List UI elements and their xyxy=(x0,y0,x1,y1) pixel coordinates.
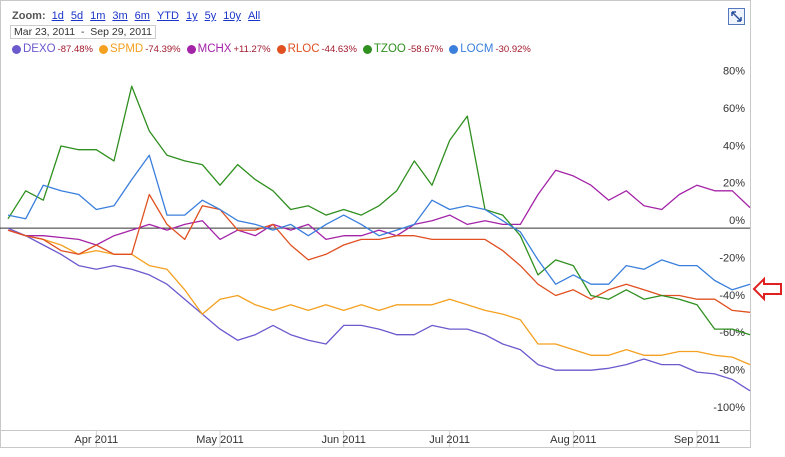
zoom-bar: Zoom: 1d 5d 1m 3m 6m YTD 1y 5y 10y All xyxy=(12,10,267,22)
legend-change: +11.27% xyxy=(233,43,271,55)
series-line xyxy=(7,227,751,392)
legend-name: SPMD xyxy=(109,43,144,55)
y-tick-label: -100% xyxy=(713,402,745,414)
legend-item[interactable]: RLOC -44.63% xyxy=(276,43,357,55)
zoom-option[interactable]: 3m xyxy=(112,10,128,22)
zoom-option[interactable]: 6m xyxy=(134,10,150,22)
legend-dot xyxy=(362,44,372,54)
y-tick-label: 40% xyxy=(723,140,745,152)
y-tick-label: 0% xyxy=(729,215,745,227)
legend-item[interactable]: MCHX +11.27% xyxy=(186,43,271,55)
y-tick-label: -60% xyxy=(719,327,745,339)
legend-item[interactable]: TZOO -58.67% xyxy=(362,43,444,55)
legend-change: -44.63% xyxy=(321,43,357,55)
legend-dot xyxy=(98,44,108,54)
legend-item[interactable]: DEXO -87.48% xyxy=(12,43,93,55)
x-tick-label: May 2011 xyxy=(196,434,244,446)
legend-change: -30.92% xyxy=(495,43,531,55)
y-tick-label: 60% xyxy=(723,103,745,115)
range-start: Mar 23, 2011 xyxy=(14,26,76,38)
y-tick-label: -80% xyxy=(719,365,745,377)
x-tick-label: Jun 2011 xyxy=(321,434,365,446)
zoom-label: Zoom: xyxy=(12,10,46,22)
series-line xyxy=(7,154,751,291)
legend-item[interactable]: SPMD -74.39% xyxy=(98,43,181,55)
legend-item[interactable]: LOCM -30.92% xyxy=(449,43,531,55)
legend-name: RLOC xyxy=(287,43,320,55)
range-end: Sep 29, 2011 xyxy=(90,26,152,38)
date-range: Mar 23, 2011 - Sep 29, 2011 xyxy=(10,25,156,39)
y-tick-label: -40% xyxy=(719,290,745,302)
legend-dot xyxy=(449,44,459,54)
expand-arrow[interactable] xyxy=(731,11,742,22)
legend-name: LOCM xyxy=(460,43,494,55)
y-tick-label: 80% xyxy=(723,66,745,78)
y-tick-label: 20% xyxy=(723,178,745,190)
expand-icon[interactable] xyxy=(728,8,745,25)
x-tick-label: Jul 2011 xyxy=(429,434,470,446)
legend-change: -58.67% xyxy=(407,43,444,55)
zoom-option[interactable]: 5d xyxy=(70,10,84,22)
legend-name: DEXO xyxy=(23,43,56,55)
pointer-arrow xyxy=(752,276,782,302)
series-line xyxy=(7,193,751,313)
legend: DEXO -87.48% SPMD -74.39% MCHX +11.27% RLOC -44… xyxy=(12,43,537,55)
legend-name: TZOO xyxy=(373,43,406,55)
y-tick-label: -20% xyxy=(719,252,745,264)
zoom-option[interactable]: 1y xyxy=(185,10,198,22)
zoom-option[interactable]: 1d xyxy=(51,10,64,22)
range-separator: - xyxy=(80,26,85,38)
legend-change: -87.48% xyxy=(57,43,93,55)
x-tick-label: Aug 2011 xyxy=(550,434,596,446)
legend-change: -74.39% xyxy=(145,43,181,55)
zoom-option[interactable]: 10y xyxy=(223,10,241,22)
chart-frame xyxy=(0,0,751,448)
zoom-option[interactable]: 1m xyxy=(90,10,106,22)
series-line xyxy=(7,85,751,336)
series-line xyxy=(7,169,751,246)
x-tick-label: Sep 2011 xyxy=(674,434,720,446)
legend-name: MCHX xyxy=(197,43,232,55)
zoom-option[interactable]: YTD xyxy=(156,10,179,22)
x-tick-label: Apr 2011 xyxy=(74,434,118,446)
zoom-option[interactable]: 5y xyxy=(204,10,217,22)
legend-dot xyxy=(276,44,286,54)
zoom-option[interactable]: All xyxy=(247,10,261,22)
legend-dot xyxy=(12,44,21,54)
legend-dot xyxy=(186,44,196,54)
series-line xyxy=(7,229,751,366)
